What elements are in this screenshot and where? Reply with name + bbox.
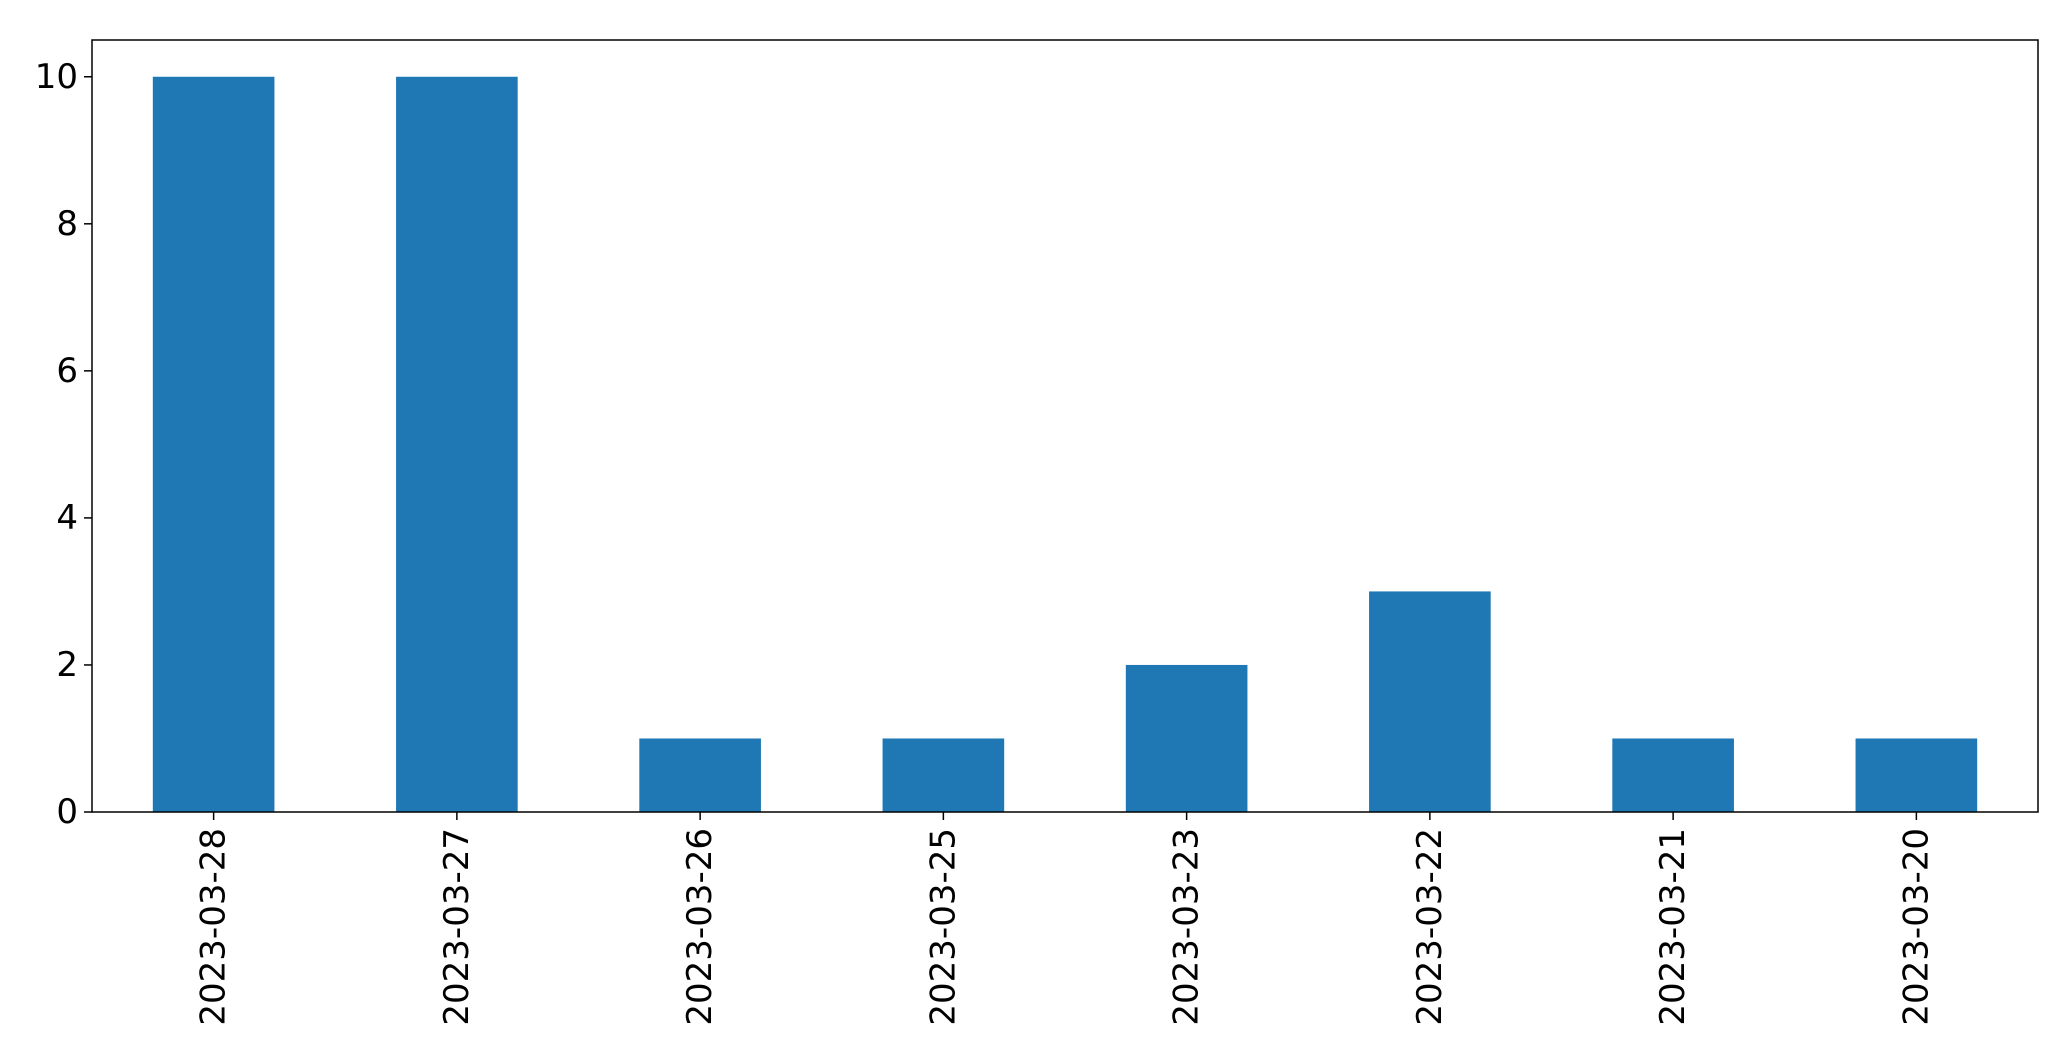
bar xyxy=(882,738,1005,812)
x-tick-label: 2023-03-21 xyxy=(1653,828,1693,1026)
x-axis: 2023-03-28 2023-03-27 2023-03-26 2023-03-25… xyxy=(194,812,1936,1026)
x-tick-label: 2023-03-27 xyxy=(437,828,477,1026)
bar xyxy=(1612,738,1734,812)
x-tick-label: 2023-03-26 xyxy=(680,828,720,1026)
y-axis: 0 2 4 6 8 10 xyxy=(35,57,92,832)
bar xyxy=(1855,738,1978,812)
x-tick-label: 2023-03-20 xyxy=(1896,828,1936,1026)
y-tick-label: 6 xyxy=(56,351,78,391)
y-tick-label: 0 xyxy=(56,792,78,832)
bar xyxy=(1369,591,1491,812)
plot-frame xyxy=(91,39,2039,813)
x-tick-label: 2023-03-28 xyxy=(194,828,234,1026)
x-tick-label: 2023-03-22 xyxy=(1410,828,1450,1026)
y-tick-label: 4 xyxy=(56,498,78,538)
y-tick-label: 10 xyxy=(35,57,78,97)
bar xyxy=(1125,664,1248,812)
bar xyxy=(396,76,518,812)
y-tick-label: 2 xyxy=(56,645,78,685)
x-tick-label: 2023-03-23 xyxy=(1167,828,1207,1026)
y-tick-label: 8 xyxy=(56,204,78,244)
x-tick-label: 2023-03-25 xyxy=(923,828,963,1026)
bar xyxy=(152,76,275,812)
bars-group xyxy=(152,76,1978,812)
bar xyxy=(639,738,761,812)
